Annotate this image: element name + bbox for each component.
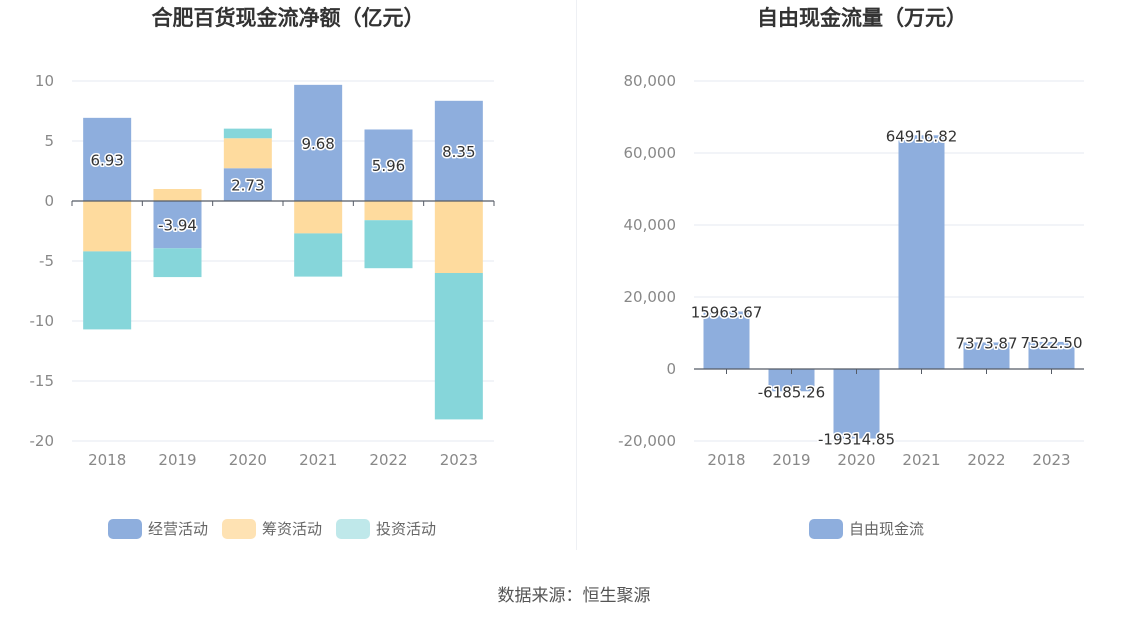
chart-divider — [576, 0, 577, 550]
x-tick-label: 2020 — [837, 451, 875, 469]
data-label: 6.93 — [90, 151, 123, 169]
data-label: 2.73 — [231, 177, 264, 195]
data-label: 15963.67 — [691, 304, 763, 322]
x-tick-label: 2020 — [229, 451, 267, 469]
bar-2018-series-2 — [83, 251, 132, 330]
data-label: 9.68 — [301, 135, 334, 153]
y-tick-label: 0 — [666, 360, 676, 378]
legend-swatch-fcf — [809, 518, 843, 539]
legend-label-fcf: 自由现金流 — [849, 520, 925, 538]
bar-2023-series-0 — [434, 100, 483, 201]
legend-item-fcf[interactable]: 自由现金流 — [809, 518, 924, 539]
y-tick-label: -20 — [30, 432, 55, 450]
bar-2023-series-2 — [434, 273, 483, 420]
y-tick-label: -10 — [30, 312, 55, 330]
bar-2022-series-1 — [364, 201, 413, 221]
legend-item-investing[interactable]: 投资活动 — [336, 518, 436, 539]
x-tick-label: 2023 — [440, 451, 478, 469]
bar-2020-series-0 — [833, 369, 880, 439]
y-tick-label: 40,000 — [624, 216, 677, 234]
legend-swatch-financing — [222, 518, 257, 539]
bar-2021-series-0 — [898, 135, 945, 369]
bar-2021-series-2 — [294, 233, 343, 277]
bar-2019-series-2 — [153, 248, 202, 278]
bar-2020-series-2 — [223, 128, 272, 139]
y-tick-label: -5 — [39, 252, 54, 270]
bar-2020-series-1 — [223, 138, 272, 169]
right-chart-plot: 80,000 60,000 40,000 20,000 0 -20,000 2018 2019… — [618, 72, 1084, 469]
data-label: -6185.26 — [758, 383, 825, 401]
bar-2021-series-1 — [294, 201, 343, 234]
x-tick-label: 2018 — [707, 451, 745, 469]
data-source-note: 数据来源：恒生聚源 — [497, 586, 651, 606]
y-tick-label: 80,000 — [624, 72, 677, 90]
x-tick-label: 2022 — [369, 451, 407, 469]
x-tick-label: 2023 — [1032, 451, 1070, 469]
data-label: 64916.82 — [886, 127, 958, 145]
legend-swatch-investing — [336, 518, 371, 539]
y-tick-label: -15 — [30, 372, 55, 390]
right-chart-title: 自由现金流量（万元） — [757, 6, 967, 30]
x-tick-label: 2018 — [88, 451, 126, 469]
data-label: -19314.85 — [818, 431, 895, 449]
left-chart-title: 合肥百货现金流净额（亿元） — [151, 6, 425, 30]
y-tick-label: 20,000 — [624, 288, 677, 306]
x-tick-label: 2021 — [299, 451, 337, 469]
bar-2018-series-0 — [83, 117, 132, 201]
legend-label-financing: 筹资活动 — [262, 520, 323, 538]
legend-label-operating: 经营活动 — [148, 520, 209, 538]
data-label: 8.35 — [442, 143, 475, 161]
bar-2019-series-0 — [153, 201, 202, 249]
legend-item-financing[interactable]: 筹资活动 — [222, 518, 322, 539]
data-label: -3.94 — [158, 217, 197, 235]
bar-2018-series-0 — [703, 311, 750, 369]
bar-2020-series-0 — [223, 168, 272, 201]
y-tick-label: 0 — [44, 192, 54, 210]
x-tick-label: 2019 — [158, 451, 196, 469]
y-tick-label: 5 — [44, 132, 54, 150]
bar-2021-series-0 — [294, 84, 343, 201]
bar-2018-series-1 — [83, 201, 132, 252]
y-tick-label: 60,000 — [624, 144, 677, 162]
bar-2019-series-0 — [768, 369, 815, 392]
bar-2022-series-0 — [963, 342, 1010, 369]
data-label: 5.96 — [372, 157, 405, 175]
bar-2022-series-0 — [364, 129, 413, 201]
data-label: 7373.87 — [955, 334, 1017, 352]
x-tick-label: 2022 — [967, 451, 1005, 469]
left-chart-plot: 10 5 0 -5 -10 -15 -20 2018 2019 2020 2021 2022 2023 6… — [30, 72, 495, 469]
y-tick-label: -20,000 — [618, 432, 676, 450]
data-label: 7522.50 — [1020, 334, 1082, 352]
left-chart-legend: 经营活动 筹资活动 投资活动 — [108, 518, 450, 539]
bar-2023-series-0 — [1028, 341, 1075, 369]
x-tick-label: 2019 — [772, 451, 810, 469]
legend-swatch-operating — [108, 518, 142, 539]
bar-2022-series-2 — [364, 220, 413, 269]
legend-item-operating[interactable]: 经营活动 — [108, 518, 208, 539]
bar-2023-series-1 — [434, 201, 483, 273]
legend-label-investing: 投资活动 — [376, 520, 437, 538]
y-tick-label: 10 — [35, 72, 54, 90]
right-chart-legend: 自由现金流 — [809, 518, 938, 539]
bar-2019-series-1 — [153, 189, 202, 201]
x-tick-label: 2021 — [902, 451, 940, 469]
